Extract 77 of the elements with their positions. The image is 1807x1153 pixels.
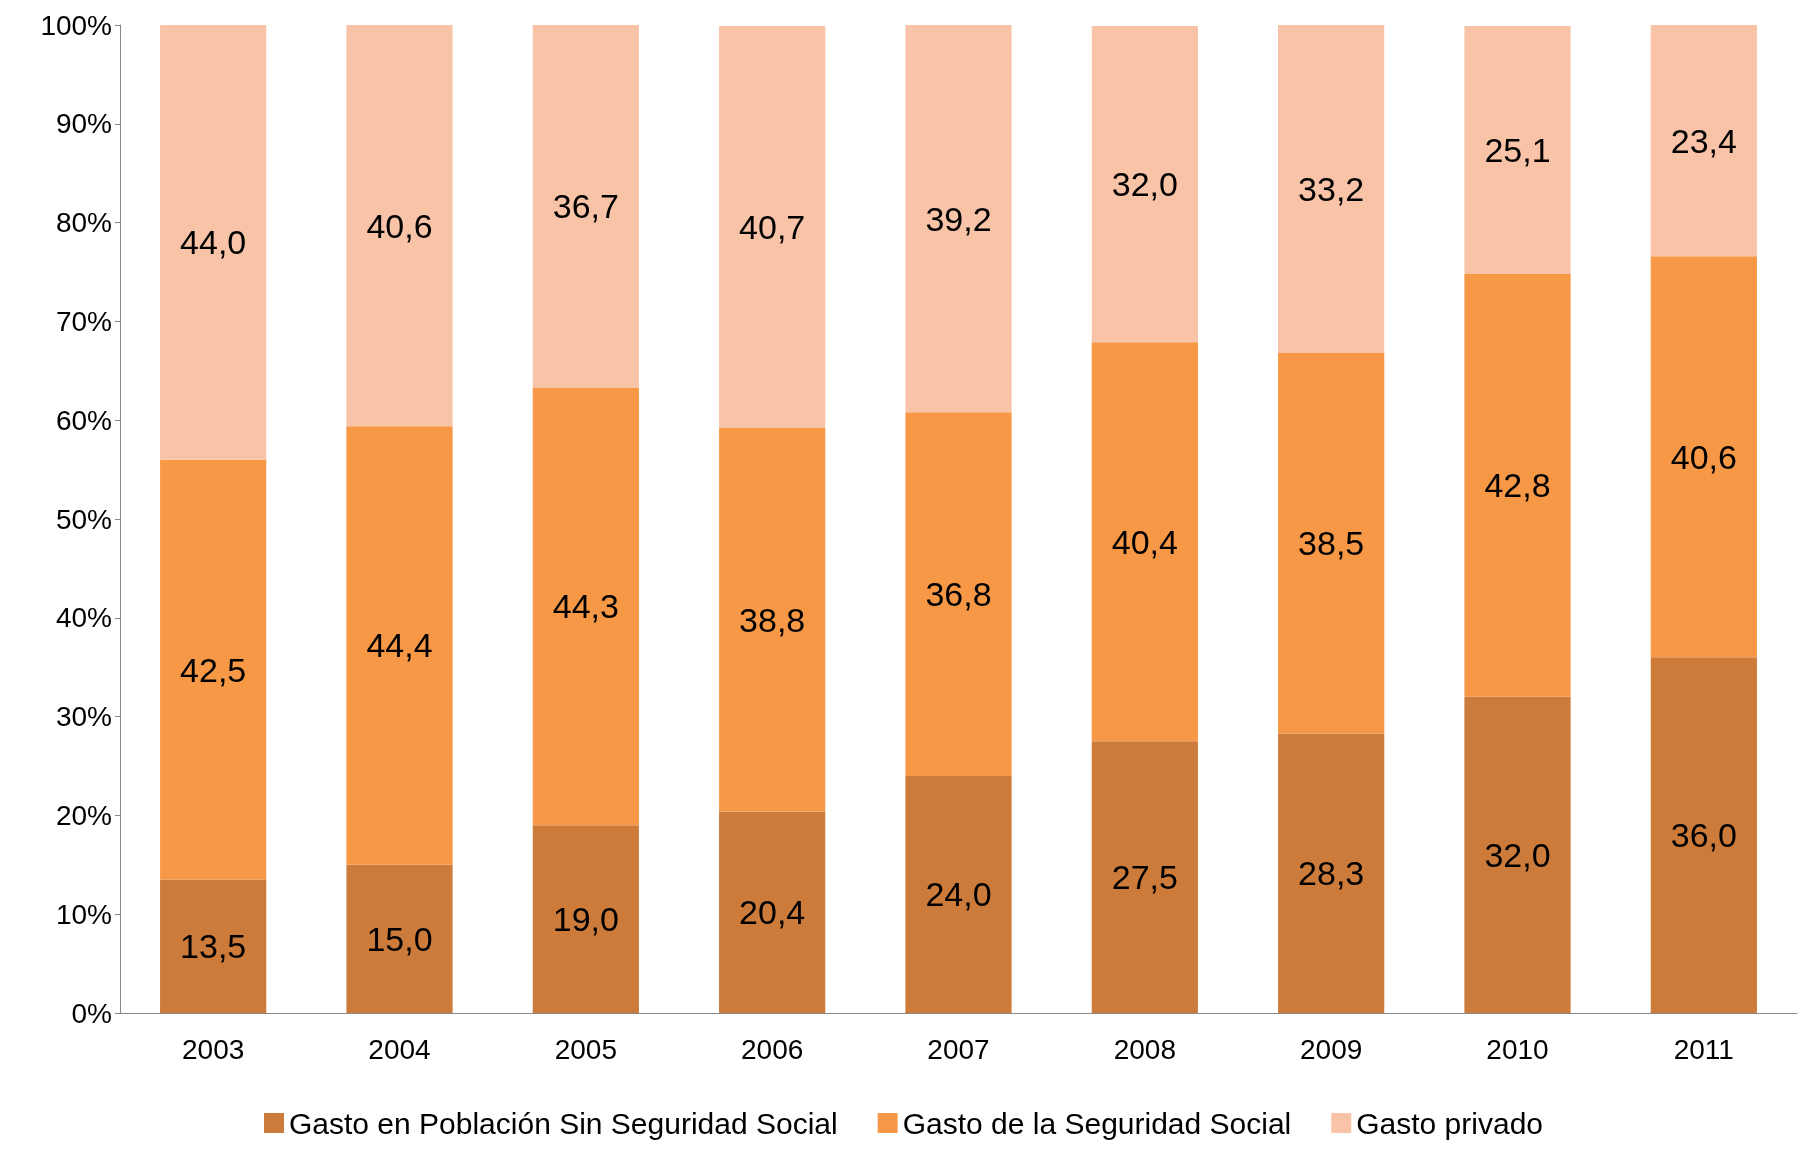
x-tick-label: 2011 [1673,1033,1734,1065]
data-label: 27,5 [1111,858,1178,897]
data-label: 13,5 [180,927,247,966]
x-tick-label: 2008 [1113,1033,1176,1065]
data-label: 38,5 [1298,524,1365,563]
bar [532,387,639,826]
data-label: 39,2 [925,199,992,238]
bar [1650,25,1757,257]
bar [160,459,267,880]
data-label: 40,7 [739,208,806,247]
legend-label: Gasto de la Seguridad Social [902,1106,1292,1140]
data-label: 36,8 [925,575,992,614]
bar [346,864,453,1013]
bar [905,412,1012,776]
data-label: 44,3 [552,587,619,626]
y-tick-label: 60% [55,404,112,436]
bar [1278,353,1385,734]
bar [1091,741,1198,1013]
bar [532,825,639,1013]
data-label: 40,6 [366,206,433,245]
bar [346,25,453,427]
bar [160,879,267,1013]
y-tick-label: 70% [55,305,112,337]
bar [1650,256,1757,658]
y-tick-label: 90% [55,108,112,140]
data-label: 23,4 [1670,121,1737,160]
data-label: 32,0 [1111,165,1178,204]
data-label: 38,8 [739,600,806,639]
bar [1464,696,1571,1013]
y-tick-label: 30% [55,701,112,733]
bar [160,25,267,460]
data-label: 25,1 [1484,130,1551,169]
y-tick-label: 0% [71,997,112,1029]
y-tick-label: 80% [55,207,112,239]
bar [532,25,639,388]
legend-label: Gasto en Población Sin Seguridad Social [288,1106,838,1140]
bar [1650,657,1757,1013]
bar [719,811,826,1013]
bar [905,775,1012,1013]
y-tick-label: 50% [55,503,112,535]
x-tick-label: 2003 [182,1033,245,1065]
data-label: 28,3 [1298,854,1365,893]
x-tick-label: 2009 [1300,1033,1363,1065]
data-label: 24,0 [925,875,992,914]
data-label: 42,8 [1484,466,1551,505]
data-label: 42,5 [180,650,247,689]
bar [1091,342,1198,742]
x-tick-label: 2004 [368,1033,431,1065]
bar [905,25,1012,413]
data-label: 44,0 [180,223,247,262]
data-label: 19,0 [552,900,619,939]
bar [1091,25,1198,343]
y-tick-label: 40% [55,602,112,634]
data-label: 32,0 [1484,835,1551,874]
bar [719,428,826,812]
bar [1464,273,1571,697]
bar [719,25,826,429]
data-label: 44,4 [366,626,433,665]
data-label: 20,4 [739,893,806,932]
y-tick-label: 10% [55,898,112,930]
bar [1278,25,1385,354]
bar [346,426,453,865]
data-label: 15,0 [366,919,433,958]
x-tick-label: 2005 [554,1033,617,1065]
data-label: 40,6 [1670,437,1737,476]
bar [1278,733,1385,1013]
data-label: 40,4 [1111,522,1178,561]
data-label: 36,7 [552,187,619,226]
y-tick-label: 20% [55,799,112,831]
x-tick-label: 2006 [741,1033,804,1065]
legend-label: Gasto privado [1356,1106,1544,1140]
y-tick-label: 100% [40,9,112,41]
data-label: 33,2 [1298,170,1365,209]
data-label: 36,0 [1670,816,1737,855]
x-tick-label: 2007 [927,1033,990,1065]
x-tick-label: 2010 [1486,1033,1549,1065]
bar [1464,25,1571,274]
